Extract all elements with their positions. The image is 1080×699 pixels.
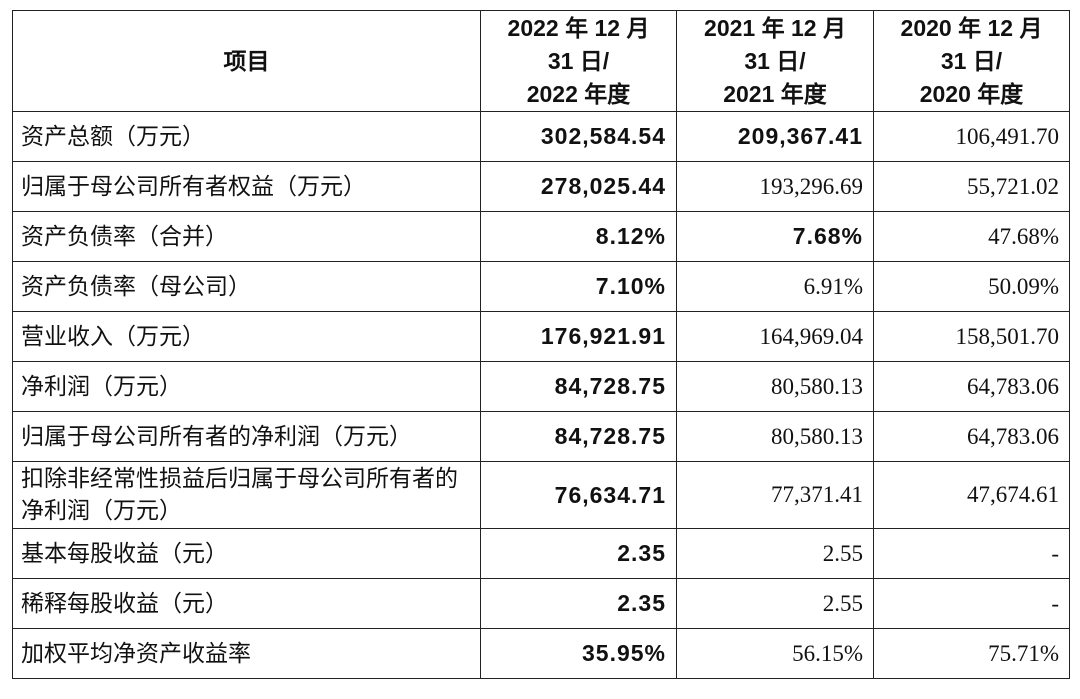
table-row: 归属于母公司所有者的净利润（万元） 84,728.75 80,580.13 64,78… xyxy=(12,411,1070,462)
header-text: 2021 年 12 月 xyxy=(704,14,846,41)
table-row: 资产负债率（母公司） 7.10% 6.91% 50.09% xyxy=(12,261,1070,312)
value-cell: 55,721.02 xyxy=(873,161,1070,212)
value-cell: 164,969.04 xyxy=(676,311,874,362)
value-cell: 302,584.54 xyxy=(480,111,677,162)
value-cell: 8.12% xyxy=(480,211,677,262)
value-cell: 64,783.06 xyxy=(873,361,1070,412)
value-cell: 50.09% xyxy=(873,261,1070,312)
header-text: 2020 年 12 月 xyxy=(900,14,1043,41)
value-cell: 209,367.41 xyxy=(676,111,874,162)
table-row: 扣除非经常性损益后归属于母公司所有者的净利润（万元） 76,634.71 77,37… xyxy=(12,461,1070,529)
row-label: 净利润（万元） xyxy=(12,361,481,412)
value-cell: - xyxy=(873,528,1070,579)
value-cell: 75.71% xyxy=(873,628,1070,679)
header-cell: 2021 年 12 月 31 日/2021 年度 xyxy=(676,10,874,112)
table-row: 基本每股收益（元） 2.35 2.55- xyxy=(12,528,1070,579)
financial-table: 项目 2022 年 12 月 31 日/2022 年度 2021 年 12 月 31 日… xyxy=(12,10,1070,679)
value-cell: 2.35 xyxy=(480,528,677,579)
header-text: 2022 年度 xyxy=(526,80,631,107)
row-label: 扣除非经常性损益后归属于母公司所有者的净利润（万元） xyxy=(12,461,481,529)
value-cell: 84,728.75 xyxy=(480,361,677,412)
row-label: 归属于母公司所有者权益（万元） xyxy=(12,161,481,212)
row-label: 稀释每股收益（元） xyxy=(12,578,481,629)
row-label: 资产负债率（合并） xyxy=(12,211,481,262)
header-text: 2020 年度 xyxy=(919,80,1024,107)
header-cell: 项目 xyxy=(12,10,481,112)
header-text: 31 日/ xyxy=(744,47,806,74)
row-label: 营业收入（万元） xyxy=(12,311,481,362)
table-row: 稀释每股收益（元） 2.35 2.55- xyxy=(12,578,1070,629)
header-cell: 2022 年 12 月 31 日/2022 年度 xyxy=(480,10,677,112)
header-text: 31 日/ xyxy=(940,47,1003,74)
value-cell: - xyxy=(873,578,1070,629)
value-cell: 158,501.70 xyxy=(873,311,1070,362)
value-cell: 77,371.41 xyxy=(676,461,874,529)
value-cell: 47,674.61 xyxy=(873,461,1070,529)
table-row: 净利润（万元） 84,728.75 80,580.13 64,783.06 xyxy=(12,361,1070,412)
row-label: 基本每股收益（元） xyxy=(12,528,481,579)
row-label: 资产总额（万元） xyxy=(12,111,481,162)
value-cell: 64,783.06 xyxy=(873,411,1070,462)
value-cell: 176,921.91 xyxy=(480,311,677,362)
value-cell: 2.55 xyxy=(676,578,874,629)
value-cell: 80,580.13 xyxy=(676,411,874,462)
table-row: 资产总额（万元） 302,584.54 209,367.41 106,491.70 xyxy=(12,111,1070,162)
value-cell: 106,491.70 xyxy=(873,111,1070,162)
row-label: 资产负债率（母公司） xyxy=(12,261,481,312)
table-row: 资产负债率（合并） 8.12% 7.68% 47.68% xyxy=(12,211,1070,262)
value-cell: 2.55 xyxy=(676,528,874,579)
header-text: 项目 xyxy=(223,47,270,74)
row-label: 加权平均净资产收益率 xyxy=(12,628,481,679)
row-label: 归属于母公司所有者的净利润（万元） xyxy=(12,411,481,462)
table-row: 归属于母公司所有者权益（万元） 278,025.44 193,296.69 55,72… xyxy=(12,161,1070,212)
header-text: 2021 年度 xyxy=(723,80,827,107)
value-cell: 76,634.71 xyxy=(480,461,677,529)
header-text: 31 日/ xyxy=(547,47,610,74)
value-cell: 7.68% xyxy=(676,211,874,262)
value-cell: 56.15% xyxy=(676,628,874,679)
header-text: 2022 年 12 月 xyxy=(507,14,650,41)
value-cell: 2.35 xyxy=(480,578,677,629)
table-row: 营业收入（万元） 176,921.91 164,969.04 158,501.70 xyxy=(12,311,1070,362)
value-cell: 47.68% xyxy=(873,211,1070,262)
header-cell: 2020 年 12 月 31 日/2020 年度 xyxy=(873,10,1070,112)
value-cell: 6.91% xyxy=(676,261,874,312)
value-cell: 84,728.75 xyxy=(480,411,677,462)
table-row: 加权平均净资产收益率 35.95% 56.15% 75.71% xyxy=(12,628,1070,679)
header-row: 项目 2022 年 12 月 31 日/2022 年度 2021 年 12 月 31 日… xyxy=(12,10,1070,112)
value-cell: 35.95% xyxy=(480,628,677,679)
value-cell: 80,580.13 xyxy=(676,361,874,412)
value-cell: 278,025.44 xyxy=(480,161,677,212)
value-cell: 7.10% xyxy=(480,261,677,312)
value-cell: 193,296.69 xyxy=(676,161,874,212)
